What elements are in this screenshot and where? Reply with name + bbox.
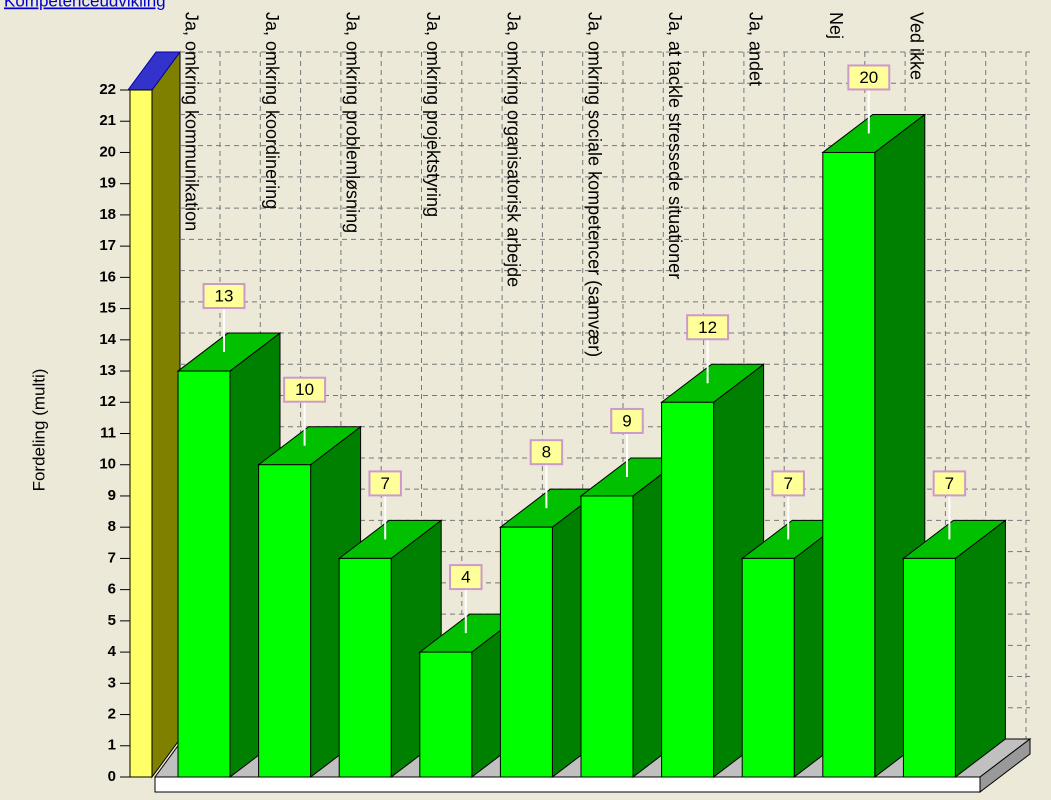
category-label: Ja, omkring sociale kompetencer (samvær) (584, 12, 604, 357)
bar (580, 495, 634, 778)
y-tick-label: 6 (108, 581, 116, 598)
y-tick-label: 15 (99, 300, 116, 317)
y-tick-label: 0 (108, 768, 116, 785)
category-label: Ja, andet (745, 12, 765, 86)
value-label: 8 (542, 443, 551, 462)
value-label-box (932, 470, 967, 497)
value-label-box (686, 314, 730, 341)
y-axis-pillar (129, 89, 153, 778)
bar (741, 557, 795, 778)
y-tick-label: 8 (108, 518, 116, 535)
y-tick-label: 17 (99, 237, 116, 254)
y-tick-label: 2 (108, 706, 116, 723)
value-label-box (610, 407, 644, 434)
y-tick-label: 22 (99, 81, 116, 98)
value-label-box (529, 439, 564, 466)
value-label: 7 (380, 474, 389, 493)
category-label: Ja, at tackle stressede situationer (665, 12, 685, 279)
y-tick-label: 14 (99, 331, 116, 348)
category-label: Ja, omkring organisatorisk arbejde (504, 12, 524, 287)
value-label: 12 (698, 318, 717, 337)
category-label: Nej (826, 12, 846, 39)
bar (258, 464, 312, 778)
y-tick-label: 5 (108, 612, 116, 629)
bar-side (954, 519, 1006, 779)
floor-front (154, 776, 981, 793)
bar (661, 401, 715, 778)
category-label: Ja, omkring projektstyring (423, 12, 443, 217)
value-label-box (202, 283, 246, 310)
chart-title: Kompetenceudvikling (4, 0, 166, 10)
value-label-box (771, 470, 805, 497)
bar (338, 557, 392, 778)
y-tick-label: 1 (108, 737, 116, 754)
bar (419, 651, 473, 778)
y-tick-label: 9 (108, 487, 116, 504)
side-wall (151, 50, 181, 779)
value-label: 9 (622, 411, 631, 430)
y-tick-label: 20 (99, 143, 116, 160)
category-label: Ja, omkring koordinering (262, 12, 282, 209)
y-tick-label: 11 (100, 424, 116, 441)
value-label: 4 (461, 568, 470, 587)
category-label: Ja, omkring problemløsning (342, 12, 362, 233)
value-label-box (283, 376, 327, 403)
y-tick-label: 21 (99, 112, 116, 129)
y-tick-label: 13 (99, 362, 116, 379)
value-label: 13 (215, 287, 234, 306)
y-tick-label: 19 (99, 175, 116, 192)
y-tick-label: 4 (108, 643, 117, 660)
bar (902, 557, 956, 778)
value-label: 20 (859, 68, 878, 87)
category-label: Ved ikke (907, 12, 927, 80)
bar (177, 370, 231, 778)
y-tick-label: 7 (108, 549, 116, 566)
value-label: 10 (295, 380, 314, 399)
value-label: 7 (945, 474, 954, 493)
value-label: 7 (783, 474, 792, 493)
value-label-box (368, 470, 402, 497)
y-tick-label: 16 (99, 268, 116, 285)
y-tick-label: 10 (99, 456, 116, 473)
category-label: Ja, omkring kommunikation (181, 12, 201, 231)
y-axis-label: Fordeling (multi) (29, 369, 48, 492)
y-tick-label: 3 (108, 674, 116, 691)
y-tick-label: 18 (99, 206, 116, 223)
value-label-box (847, 64, 891, 91)
value-label-box (449, 564, 483, 591)
y-tick-label: 12 (99, 393, 116, 410)
bar (822, 151, 876, 778)
bar (499, 526, 553, 778)
